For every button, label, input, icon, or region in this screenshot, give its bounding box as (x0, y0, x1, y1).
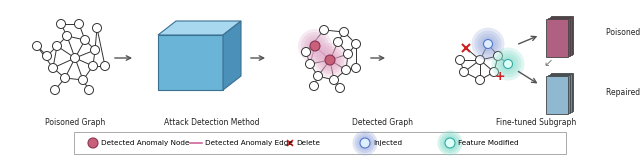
Circle shape (88, 138, 98, 148)
Circle shape (460, 68, 468, 76)
Circle shape (493, 52, 502, 61)
Text: Fine-tuned Subgraph: Fine-tuned Subgraph (496, 118, 576, 127)
Circle shape (353, 131, 378, 156)
Circle shape (335, 83, 344, 93)
Circle shape (333, 38, 342, 46)
Text: Repaired GNN: Repaired GNN (606, 88, 640, 97)
Circle shape (70, 53, 79, 62)
Polygon shape (158, 35, 223, 90)
Circle shape (301, 32, 329, 60)
Circle shape (497, 53, 518, 75)
Circle shape (476, 55, 484, 65)
Text: Injected: Injected (373, 140, 402, 146)
Circle shape (355, 133, 375, 153)
Circle shape (33, 41, 42, 51)
Circle shape (492, 48, 525, 80)
FancyBboxPatch shape (546, 19, 568, 57)
Text: Poisoned GNN: Poisoned GNN (606, 28, 640, 37)
Circle shape (360, 138, 370, 148)
Circle shape (313, 43, 347, 77)
Circle shape (474, 31, 502, 58)
Circle shape (351, 39, 360, 48)
Circle shape (325, 55, 335, 65)
Circle shape (49, 63, 58, 73)
Polygon shape (223, 21, 241, 90)
Circle shape (440, 133, 460, 153)
Circle shape (504, 59, 513, 69)
FancyBboxPatch shape (550, 17, 572, 55)
Text: Detected Anomaly Edge: Detected Anomaly Edge (205, 140, 293, 146)
Circle shape (481, 37, 495, 52)
FancyBboxPatch shape (548, 18, 570, 56)
Text: Feature Modified: Feature Modified (458, 140, 518, 146)
Text: Detected Anomaly Node: Detected Anomaly Node (101, 140, 189, 146)
Circle shape (476, 76, 484, 84)
Circle shape (483, 39, 493, 48)
Circle shape (56, 20, 65, 28)
Circle shape (438, 131, 463, 156)
FancyBboxPatch shape (74, 132, 566, 154)
FancyBboxPatch shape (546, 76, 568, 114)
Circle shape (93, 24, 102, 32)
Circle shape (319, 49, 341, 71)
Circle shape (74, 20, 83, 28)
Circle shape (339, 28, 349, 37)
Circle shape (342, 66, 351, 75)
Text: Attack Detection Method: Attack Detection Method (164, 118, 260, 127)
Circle shape (351, 63, 360, 73)
Circle shape (490, 68, 499, 76)
Polygon shape (158, 21, 241, 35)
Circle shape (61, 73, 70, 83)
Circle shape (319, 25, 328, 35)
Circle shape (298, 29, 332, 63)
Circle shape (304, 35, 326, 57)
Text: Detected Graph: Detected Graph (351, 118, 413, 127)
Circle shape (88, 62, 97, 70)
FancyBboxPatch shape (548, 75, 570, 113)
Circle shape (310, 82, 319, 90)
Circle shape (100, 62, 109, 70)
Circle shape (79, 76, 88, 84)
Circle shape (90, 45, 99, 55)
Text: Poisoned Graph: Poisoned Graph (45, 118, 105, 127)
Circle shape (477, 34, 499, 55)
Circle shape (442, 135, 458, 151)
Circle shape (472, 28, 504, 61)
Circle shape (84, 86, 93, 94)
Circle shape (63, 31, 72, 41)
Circle shape (81, 35, 90, 45)
Circle shape (301, 48, 310, 56)
Text: ↙: ↙ (543, 58, 553, 68)
FancyBboxPatch shape (552, 73, 573, 111)
Circle shape (322, 52, 338, 68)
Circle shape (314, 72, 323, 80)
Circle shape (305, 59, 314, 69)
Circle shape (445, 138, 455, 148)
FancyBboxPatch shape (550, 74, 572, 112)
Circle shape (52, 41, 61, 51)
Circle shape (344, 49, 353, 59)
Text: +: + (495, 69, 506, 83)
Text: Delete: Delete (296, 140, 320, 146)
Circle shape (358, 135, 372, 151)
Circle shape (51, 86, 60, 94)
Circle shape (42, 52, 51, 61)
Circle shape (316, 46, 344, 74)
Circle shape (307, 38, 323, 54)
Circle shape (500, 56, 515, 72)
Circle shape (330, 76, 339, 84)
Circle shape (310, 41, 320, 51)
Circle shape (495, 51, 522, 77)
Circle shape (456, 55, 465, 65)
FancyBboxPatch shape (552, 16, 573, 54)
